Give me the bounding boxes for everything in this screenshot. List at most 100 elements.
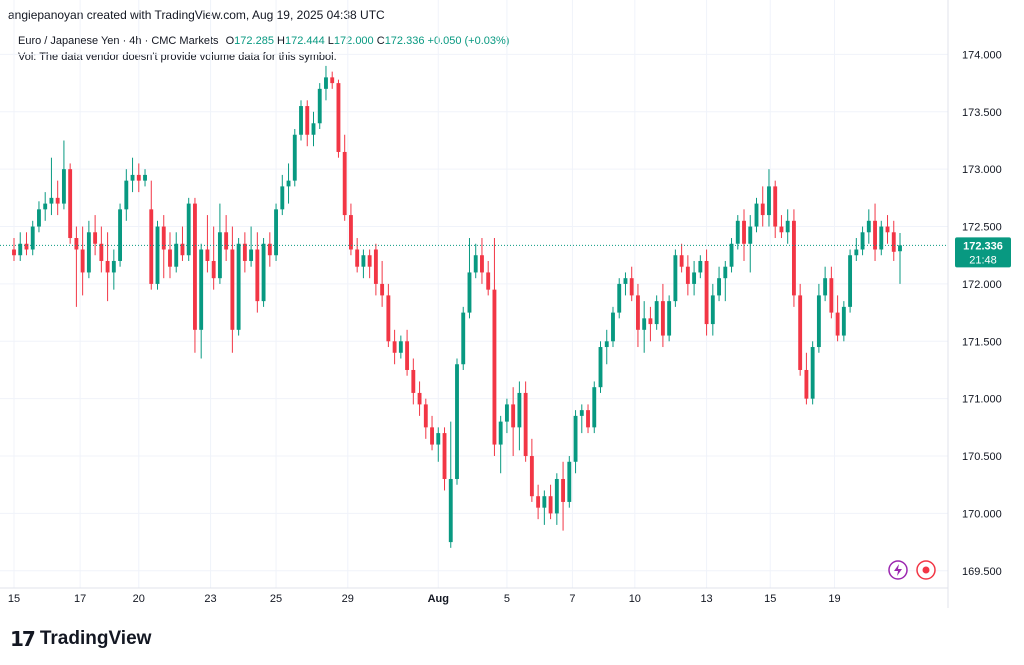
candle-body — [136, 174, 141, 181]
candle — [168, 232, 172, 279]
candle — [193, 197, 197, 353]
candle — [611, 306, 615, 348]
candle-body — [810, 347, 815, 399]
candle-body — [168, 249, 172, 267]
candle-body — [442, 433, 447, 479]
tradingview-logo[interactable]: 17 TradingView — [10, 627, 151, 651]
candle — [305, 100, 310, 147]
high-value: 172.444 — [284, 35, 325, 47]
time-tick-label: 5 — [504, 593, 510, 605]
candle-body — [330, 77, 335, 84]
candle-body — [217, 232, 222, 279]
candle-body — [654, 301, 659, 325]
candle-body — [124, 180, 129, 210]
price-tick-label: 174.000 — [962, 49, 1002, 61]
candle — [692, 260, 697, 296]
candle — [261, 238, 266, 307]
candle — [224, 215, 229, 261]
candle — [249, 226, 254, 267]
candle-body — [829, 278, 834, 313]
candle — [442, 427, 447, 491]
candle-body — [74, 238, 79, 250]
candle-body — [885, 226, 890, 233]
candle — [149, 180, 154, 290]
candle — [130, 157, 135, 193]
price-tick-label: 170.000 — [962, 508, 1002, 520]
candle — [280, 174, 285, 216]
candle-body — [667, 301, 672, 336]
candle-body — [430, 427, 434, 445]
candle-body — [660, 301, 665, 336]
candle-body — [411, 369, 416, 393]
price-tick-label: 170.500 — [962, 451, 1002, 463]
candle-body — [467, 272, 472, 313]
candle-body — [798, 295, 803, 370]
low-label: L — [327, 35, 334, 47]
candle — [43, 192, 48, 221]
candle-body — [692, 272, 697, 284]
candle-body — [367, 255, 372, 267]
candle — [498, 415, 503, 474]
candle — [93, 215, 98, 256]
candle-body — [816, 295, 821, 348]
candle — [773, 180, 778, 239]
time-tick-label: 23 — [204, 593, 216, 605]
candle — [405, 329, 410, 376]
candle — [866, 209, 871, 244]
change-value: +0.050 (+0.03%) — [427, 35, 510, 47]
candle — [342, 134, 347, 221]
price-tick-label: 173.500 — [962, 107, 1002, 119]
candle — [99, 226, 104, 273]
candlestick-chart[interactable]: 174.000 173.500 173.000 172.500 172.000 171.5… — [0, 0, 1024, 620]
candle — [579, 404, 584, 434]
candle-body — [704, 260, 709, 325]
time-axis[interactable]: 15 17 20 23 25 29 Aug 5 7 10 13 15 19 — [8, 593, 841, 605]
price-axis[interactable]: 174.000 173.500 173.000 172.500 172.000 171.5… — [0, 0, 1002, 608]
candle-body — [448, 478, 453, 543]
record-icon[interactable] — [916, 560, 936, 580]
candle-body — [823, 278, 828, 296]
candle — [898, 232, 902, 284]
candle-body — [791, 220, 796, 296]
candle-body — [760, 203, 765, 216]
lightning-icon[interactable] — [888, 560, 908, 580]
candle — [80, 226, 85, 296]
time-tick-label: 17 — [74, 593, 86, 605]
candle-body — [742, 220, 746, 244]
price-tick-label: 171.500 — [962, 336, 1002, 348]
candle — [742, 209, 746, 261]
candle-body — [835, 312, 840, 336]
candle — [879, 220, 884, 256]
candle — [885, 215, 890, 244]
candle — [124, 169, 129, 221]
candle-body — [274, 209, 278, 256]
candle — [698, 255, 703, 279]
candle — [729, 238, 734, 273]
candle — [373, 243, 378, 296]
candle-body — [99, 243, 104, 261]
candle-body — [180, 243, 185, 256]
candle — [823, 266, 828, 302]
candle — [436, 427, 441, 462]
candle-body — [68, 169, 73, 239]
candle — [873, 203, 877, 261]
candle-body — [673, 255, 678, 302]
candle-body — [324, 77, 328, 89]
candle — [236, 238, 241, 336]
candle — [642, 301, 647, 353]
candle — [330, 71, 335, 89]
candle-body — [193, 203, 197, 330]
bar-countdown: 21:48 — [969, 254, 997, 266]
candle-body — [573, 415, 578, 462]
high-label: H — [277, 35, 285, 47]
candle-body — [436, 433, 441, 445]
candle-body — [373, 249, 378, 284]
candle-body — [49, 197, 54, 204]
candle-body — [480, 255, 484, 273]
candle — [205, 215, 210, 273]
candle — [735, 215, 740, 250]
candle — [648, 306, 653, 342]
candle-body — [361, 255, 366, 267]
candle — [18, 232, 23, 261]
candle-body — [130, 174, 135, 181]
